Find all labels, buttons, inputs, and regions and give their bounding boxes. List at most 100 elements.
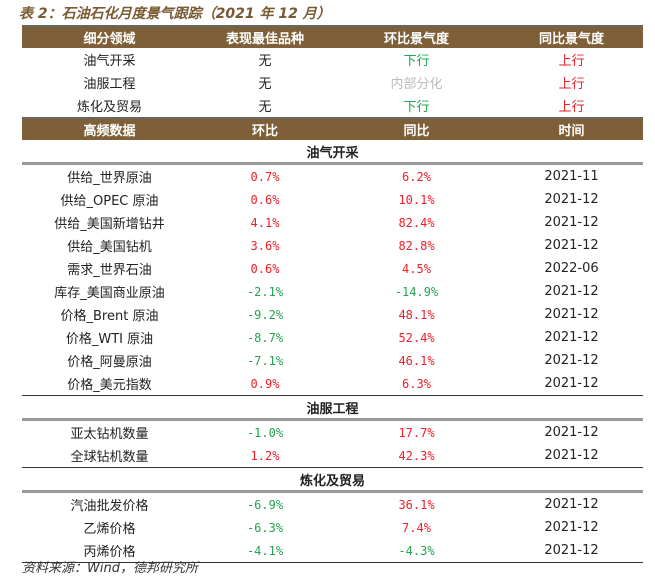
table-cell: 上行	[558, 100, 585, 115]
table-cell: -14.9%	[394, 284, 439, 299]
table-cell: 下行	[403, 100, 430, 115]
table-cell: -4.1%	[246, 543, 284, 558]
header-cell: 同比景气度	[538, 32, 604, 47]
table-cell: -1.0%	[246, 425, 284, 440]
table-cell: 52.4%	[398, 330, 435, 345]
table-cell: -7.1%	[246, 353, 284, 368]
table-cell: 价格_WTI 原油	[65, 332, 154, 347]
header-cell: 时间	[558, 124, 585, 139]
table-row: 亚太钻机数量 -1.0% 17.7% 2021-12	[22, 421, 643, 444]
table-cell: 库存_美国商业原油	[54, 286, 165, 301]
table-cell: 4.1%	[250, 215, 280, 230]
sentiment-table: 细分领域 表现最佳品种 环比景气度 同比景气度 油气开采无下行 上行 油服工程无内部分化 上行…	[22, 25, 643, 563]
table-cell: 0.6%	[250, 192, 280, 207]
table-cell: 82.8%	[398, 238, 435, 253]
table-cell: 亚太钻机数量	[70, 427, 149, 442]
table-cell: 下行	[403, 54, 430, 69]
table-cell: 2021-11	[544, 169, 599, 184]
table-cell: 上行	[558, 77, 585, 92]
table-row: 价格_Brent 原油 -9.2% 48.1% 2021-12	[22, 303, 643, 326]
table-row: 全球钻机数量 1.2% 42.3% 2021-12	[22, 444, 643, 467]
table-cell: 0.7%	[250, 169, 280, 184]
table-cell: 1.2%	[250, 448, 280, 463]
table-cell: 2021-12	[544, 238, 599, 253]
table-title: 表 2：石油石化月度景气跟踪（2021 年 12 月）	[19, 6, 331, 22]
table-cell: 7.4%	[402, 520, 431, 535]
table-cell: 内部分化	[390, 77, 443, 92]
section-header: 炼化及贸易	[22, 467, 643, 493]
table-cell: 36.1%	[398, 497, 435, 512]
table-cell: 0.9%	[250, 376, 280, 391]
section-title: 油服工程	[306, 401, 359, 417]
source-note: 资料来源：Wind，德邦研究所	[22, 561, 198, 576]
table-row: 供给_美国钻机 3.6% 82.8% 2021-12	[22, 234, 643, 257]
table-cell: 丙烯价格	[83, 545, 136, 560]
table-cell: 0.6%	[250, 261, 280, 276]
table-cell: 全球钻机数量	[70, 450, 149, 465]
table-row: 供给_世界原油 0.7% 6.2% 2021-11	[22, 165, 643, 188]
table-cell: 2021-12	[544, 330, 599, 345]
table-cell: 2021-12	[544, 307, 599, 322]
section-title: 炼化及贸易	[299, 473, 365, 489]
table-cell: 10.1%	[398, 192, 435, 207]
table-cell: 乙烯价格	[83, 522, 136, 537]
table-cell: -8.7%	[246, 330, 284, 345]
table-cell: 供给_OPEC 原油	[60, 194, 159, 209]
table-cell: 炼化及贸易	[76, 100, 142, 115]
table-cell: 17.7%	[398, 425, 435, 440]
table-cell: 价格_Brent 原油	[60, 309, 159, 324]
section-title: 油气开采	[306, 145, 359, 161]
table-row: 汽油批发价格 -6.9% 36.1% 2021-12	[22, 493, 643, 516]
header-cell: 环比景气度	[383, 32, 449, 47]
table-cell: 2021-12	[544, 284, 599, 299]
table-cell: -2.1%	[246, 284, 284, 299]
table-cell: 2021-12	[544, 192, 599, 207]
table-cell: 2022-06	[544, 261, 599, 276]
header-cell: 环比	[251, 124, 278, 139]
table-cell: 6.3%	[402, 376, 431, 391]
table-bottom-rule	[22, 562, 643, 563]
table-cell: 供给_美国钻机	[67, 240, 152, 255]
table-cell: 上行	[558, 54, 585, 69]
table-row: 供给_美国新增钻井 4.1% 82.4% 2021-12	[22, 211, 643, 234]
table-cell: 48.1%	[398, 307, 435, 322]
table-cell: 2021-12	[544, 215, 599, 230]
table-cell: 需求_世界石油	[67, 263, 152, 278]
table-row: 需求_世界石油 0.6% 4.5% 2022-06	[22, 257, 643, 280]
table-cell: 46.1%	[398, 353, 435, 368]
table-cell: 82.4%	[398, 215, 435, 230]
table-cell: 2021-12	[544, 376, 599, 391]
table-row: 价格_WTI 原油 -8.7% 52.4% 2021-12	[22, 326, 643, 349]
table-cell: 42.3%	[398, 448, 435, 463]
table-row: 乙烯价格 -6.3% 7.4% 2021-12	[22, 516, 643, 539]
summary-header: 细分领域 表现最佳品种 环比景气度 同比景气度	[22, 25, 643, 48]
table-cell: 汽油批发价格	[70, 499, 149, 514]
table-row: 炼化及贸易 无 下行 上行	[22, 94, 643, 117]
table-row: 供给_OPEC 原油 0.6% 10.1% 2021-12	[22, 188, 643, 211]
table-cell: -6.9%	[246, 497, 284, 512]
table-cell: 6.2%	[402, 169, 431, 184]
table-cell: 2021-12	[544, 520, 599, 535]
table-cell: 价格_美元指数	[67, 378, 152, 393]
header-cell: 同比	[403, 124, 430, 139]
header-cell: 细分领域	[83, 32, 136, 47]
table-row: 油服工程 无 内部分化 上行	[22, 71, 643, 94]
table-row: 油气开采 无 下行 上行	[22, 48, 643, 71]
detail-header: 高频数据 环比 同比 时间	[22, 117, 643, 140]
section-header: 油服工程	[22, 395, 643, 421]
table-cell: -9.2%	[246, 307, 284, 322]
table-row: 价格_阿曼原油 -7.1% 46.1% 2021-12	[22, 349, 643, 372]
table-cell: 2021-12	[544, 497, 599, 512]
table-cell: 无	[258, 77, 272, 92]
table-cell: -4.3%	[398, 543, 435, 558]
table-cell: 油气开采	[83, 54, 136, 69]
table-row: 价格_美元指数 0.9% 6.3% 2021-12	[22, 372, 643, 395]
header-cell: 高频数据	[83, 124, 136, 139]
table-cell: 油服工程	[83, 77, 136, 92]
table-cell: 供给_世界原油	[67, 171, 152, 186]
header-cell: 表现最佳品种	[225, 32, 304, 47]
table-row: 丙烯价格 -4.1% -4.3% 2021-12	[22, 539, 643, 562]
table-cell: 2021-12	[544, 353, 599, 368]
table-cell: 供给_美国新增钻井	[54, 217, 165, 232]
table-cell: 3.6%	[250, 238, 280, 253]
